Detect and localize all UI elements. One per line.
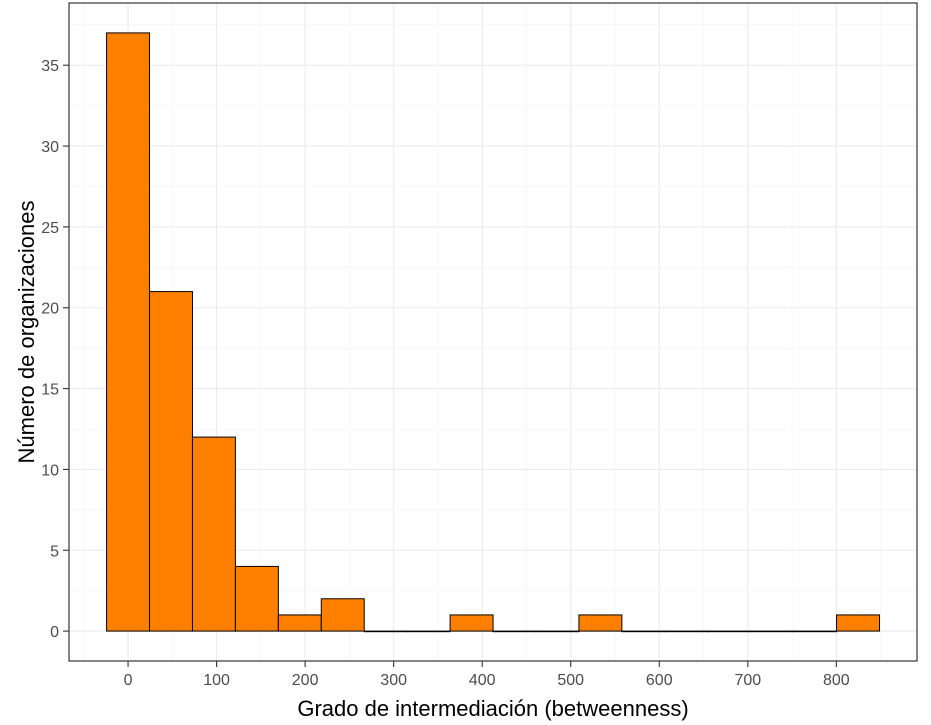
histogram-bar [234,565,279,632]
x-tick-label: 800 [823,672,850,689]
histogram-bars [106,32,881,633]
y-tick-label: 35 [41,58,59,75]
x-tick-label: 700 [734,672,761,689]
histogram-bar [277,614,322,632]
histogram-bar [621,630,666,633]
histogram-bar [363,630,408,633]
x-axis: 0 100 200 300 400 500 600 700 800 [124,661,850,689]
histogram-bar [535,630,580,633]
x-axis-title: Grado de intermediación (betweenness) [297,696,688,721]
histogram-bar [664,630,709,633]
y-tick-label: 25 [41,220,59,237]
x-tick-label: 200 [292,672,319,689]
histogram-bar [106,32,151,632]
y-tick-label: 15 [41,382,59,399]
x-tick-label: 300 [380,672,407,689]
x-tick-label: 100 [203,672,230,689]
histogram-bar [449,614,494,632]
x-tick-label: 400 [469,672,496,689]
y-tick-label: 0 [50,624,59,641]
histogram-bar [149,291,193,632]
histogram-bar [707,630,752,633]
y-tick-label: 20 [41,301,59,318]
y-tick-label: 5 [50,543,59,560]
histogram-bar [836,614,881,632]
y-tick-label: 10 [41,462,59,479]
x-tick-label: 500 [557,672,584,689]
histogram-bar [406,630,451,633]
x-tick-label: 0 [124,672,133,689]
histogram-bar [750,630,795,633]
panel-border [68,2,918,662]
histogram-bar [191,436,236,632]
histogram-bar [492,630,537,633]
histogram-bar [793,630,838,633]
histogram-bar [320,598,365,632]
y-axis: 0 5 10 15 20 25 30 35 [41,58,69,641]
x-tick-label: 600 [646,672,673,689]
y-tick-label: 30 [41,139,59,156]
histogram-bar [578,614,623,632]
y-axis-title: Número de organizaciones [14,201,39,464]
